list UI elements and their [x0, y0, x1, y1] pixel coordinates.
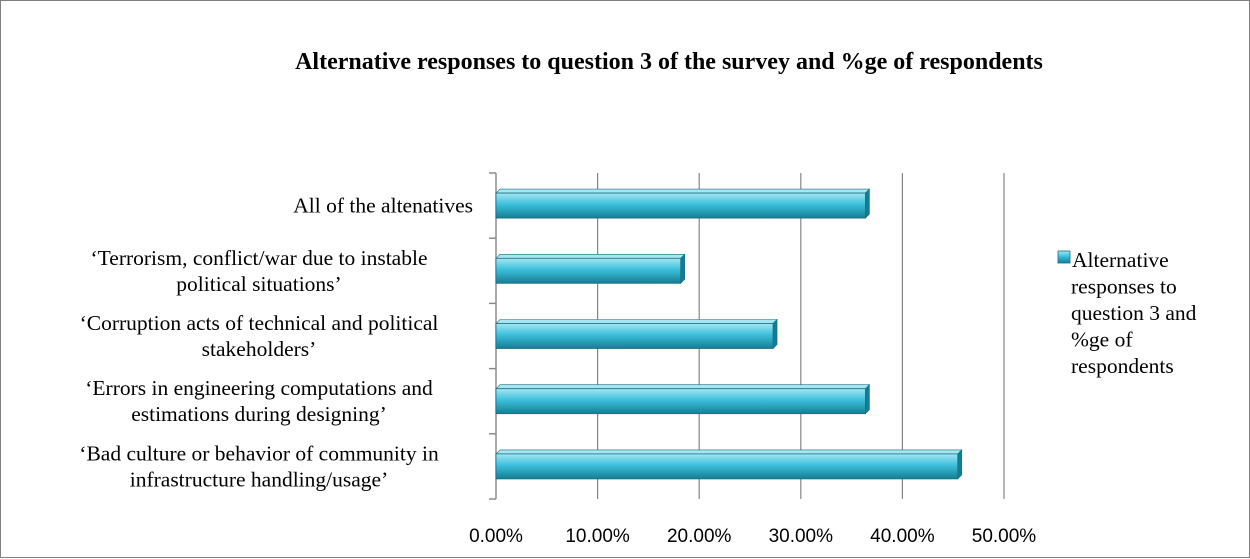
x-tick-label: 50.00%	[972, 526, 1037, 547]
legend-swatch	[1057, 250, 1071, 264]
bar	[495, 449, 963, 480]
gridlines	[596, 173, 1005, 499]
bar	[495, 188, 871, 219]
category-label: ‘Bad culture or behavior of community in…	[79, 441, 439, 491]
legend-label: Alternative responses to question 3 and %ge…	[1071, 248, 1197, 378]
category-label: ‘Terrorism, conflict/war due to instable…	[90, 246, 427, 296]
x-tick-labels: 0.00% 10.00% 20.00% 30.00% 40.00% 50.00%	[469, 526, 1036, 547]
axes	[489, 172, 497, 500]
bars	[495, 188, 963, 480]
chart-title: Alternative responses to question 3 of t…	[295, 49, 1043, 75]
legend: Alternative responses to question 3 and %ge…	[1057, 248, 1197, 378]
x-tick-label: 40.00%	[870, 526, 935, 547]
x-tick-label: 10.00%	[565, 526, 630, 547]
bar	[495, 318, 778, 350]
bar	[495, 383, 871, 415]
bar	[495, 253, 686, 285]
x-tick-label: 0.00%	[469, 526, 523, 547]
category-label: All of the altenatives	[293, 194, 473, 218]
x-tick-label: 20.00%	[667, 526, 732, 547]
category-label: ‘Errors in engineering computations and e…	[85, 376, 433, 426]
x-tick-label: 30.00%	[769, 526, 834, 547]
category-labels: All of the altenatives ‘Terrorism, confli…	[79, 194, 473, 492]
category-label: ‘Corruption acts of technical and politi…	[80, 311, 439, 361]
